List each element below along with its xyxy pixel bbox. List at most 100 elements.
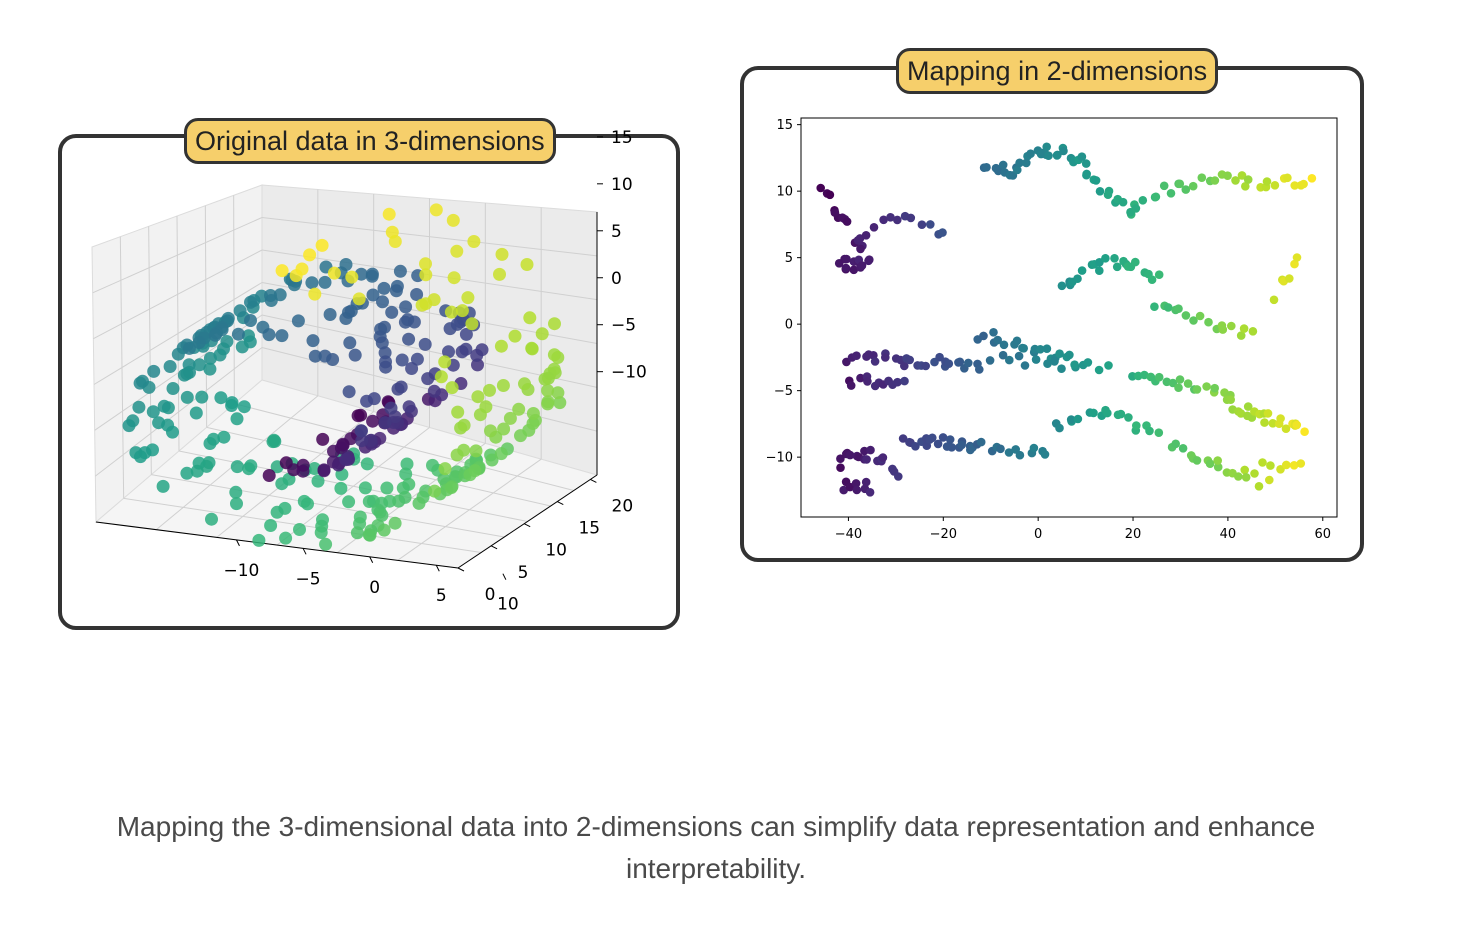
data-point [1044, 151, 1053, 160]
data-point [306, 334, 320, 348]
data-point [484, 424, 497, 438]
data-point [879, 215, 888, 225]
data-point [1104, 361, 1113, 370]
data-point [459, 327, 473, 341]
data-point [214, 391, 228, 405]
data-point [208, 328, 222, 342]
data-point [1095, 187, 1105, 196]
data-point [548, 317, 561, 331]
y-tick-label: 10 [776, 185, 793, 200]
data-point [1296, 459, 1306, 468]
data-point [450, 244, 464, 258]
data-point [512, 402, 526, 416]
data-point [905, 437, 914, 447]
data-point [1290, 181, 1299, 190]
data-point [954, 358, 963, 367]
data-point [497, 422, 511, 436]
data-point [445, 381, 459, 395]
y-tick-mark [523, 523, 531, 528]
y-tick-label: −10 [766, 451, 793, 466]
x-tick-mark [236, 539, 240, 547]
data-point [147, 364, 161, 378]
data-point [1181, 185, 1191, 194]
data-point [1269, 295, 1279, 305]
x-tick-label: 20 [1125, 527, 1142, 542]
data-point [1174, 383, 1183, 393]
data-point [393, 264, 407, 278]
y-axis-line [457, 474, 598, 569]
data-point [938, 433, 948, 442]
data-point [377, 523, 391, 537]
data-point [342, 495, 356, 509]
data-point [319, 537, 333, 551]
data-point [275, 329, 289, 343]
data-point [1019, 344, 1028, 353]
data-point [869, 223, 879, 232]
data-point [438, 462, 452, 476]
data-point [468, 464, 482, 478]
data-point [1094, 365, 1104, 375]
data-point [893, 377, 902, 387]
data-point [308, 349, 322, 363]
data-point [327, 444, 340, 458]
data-point [308, 287, 322, 301]
data-point [862, 455, 871, 464]
data-point [399, 467, 413, 481]
data-point [266, 435, 280, 449]
data-point [1116, 409, 1126, 419]
data-point [1248, 327, 1258, 336]
data-point [1258, 458, 1267, 467]
data-point [1268, 419, 1278, 428]
data-point [842, 254, 851, 264]
data-point [1270, 181, 1280, 190]
y-tick-label: 5 [518, 563, 529, 583]
data-point [323, 308, 337, 321]
data-point [1147, 275, 1157, 284]
data-point [878, 453, 888, 462]
x-tick-mark [435, 565, 440, 572]
data-point [444, 481, 458, 495]
data-point [467, 235, 481, 248]
data-point [535, 327, 549, 341]
data-point [830, 208, 840, 217]
data-point [1210, 176, 1220, 185]
data-point [388, 516, 402, 530]
data-point [1210, 383, 1219, 393]
data-point [465, 317, 479, 331]
data-point [225, 399, 239, 412]
data-point [291, 314, 305, 328]
data-point [1081, 159, 1091, 168]
y-tick-mark [557, 501, 564, 506]
data-point [205, 512, 218, 526]
data-point [242, 329, 255, 343]
data-point [182, 341, 196, 355]
data-point [1154, 270, 1164, 279]
data-point [1065, 350, 1074, 360]
data-point [1073, 274, 1082, 283]
data-point [845, 450, 855, 460]
data-point [303, 248, 317, 262]
data-point [339, 453, 353, 467]
data-point [1154, 428, 1164, 438]
data-point [301, 497, 314, 511]
grid-line [93, 282, 263, 385]
data-point [816, 183, 825, 193]
data-point [1231, 176, 1240, 185]
data-point [1066, 415, 1076, 424]
x-tick-label: 40 [1220, 527, 1237, 542]
data-point [1043, 359, 1052, 368]
data-point [1110, 254, 1119, 263]
data-point [438, 355, 452, 369]
data-point [1263, 409, 1273, 418]
data-point [358, 481, 372, 495]
data-point [1070, 360, 1079, 370]
data-point [1138, 196, 1148, 205]
x-tick-label: −5 [296, 569, 321, 589]
data-point [385, 305, 399, 319]
data-point [314, 526, 328, 539]
data-point [311, 474, 325, 488]
data-point [469, 444, 483, 458]
data-point [881, 353, 890, 362]
data-point [1192, 456, 1202, 465]
data-point [428, 484, 442, 498]
